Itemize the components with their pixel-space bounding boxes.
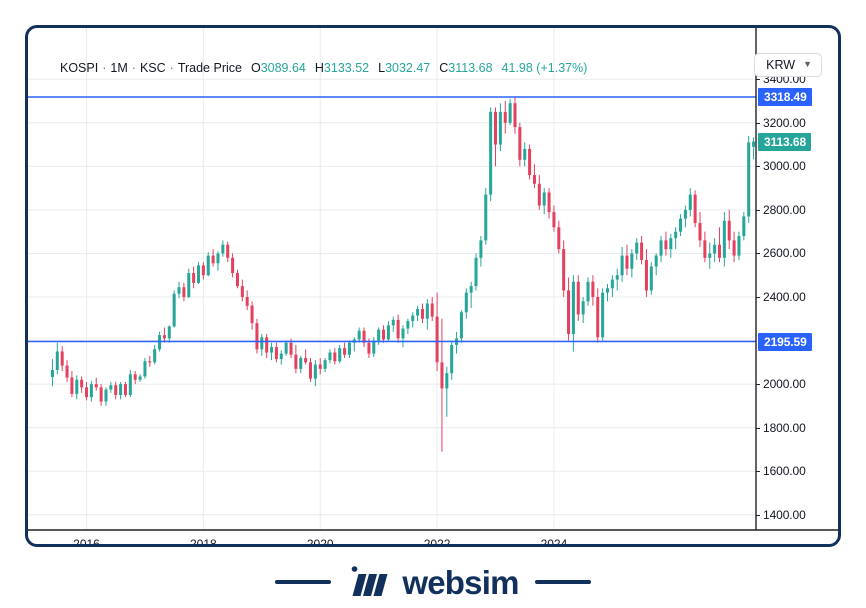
price-tick-label: 2600.00 xyxy=(763,246,806,261)
price-tick-label: 3200.00 xyxy=(763,115,806,130)
price-tick-label: 2400.00 xyxy=(763,290,806,304)
price-tick-mark xyxy=(756,253,760,255)
legend-source: Trade Price xyxy=(177,61,242,75)
currency-selector[interactable]: KRW ▼ xyxy=(754,53,822,77)
legend-exchange: KSC xyxy=(139,61,166,75)
legend-open-key: O xyxy=(250,61,261,75)
price-line-badge[interactable]: 2195.59 xyxy=(758,332,812,351)
legend-symbol[interactable]: KOSPI xyxy=(60,61,99,75)
websim-logo: websim xyxy=(347,563,519,601)
legend-change: 41.98 (+1.37%) xyxy=(501,61,588,75)
price-tick-label: 2800.00 xyxy=(763,202,806,217)
time-tick-label: 2020 xyxy=(306,537,334,547)
last-price-badge[interactable]: 3113.68 xyxy=(758,132,812,151)
legend-high-key: H xyxy=(314,61,324,75)
price-tick-mark xyxy=(756,384,760,386)
legend-sep-3: · xyxy=(169,61,174,75)
time-tick-label: 2024 xyxy=(540,537,568,547)
chevron-down-icon: ▼ xyxy=(803,58,812,69)
price-tick-label: 1800.00 xyxy=(763,420,806,435)
price-tick-mark xyxy=(756,427,760,429)
legend-close-value: 3113.68 xyxy=(448,61,493,75)
legend-open-value: 3089.64 xyxy=(260,61,306,75)
legend-close-key: C xyxy=(439,61,449,75)
price-tick-label: 2000.00 xyxy=(763,377,806,392)
legend-low-value: 3032.47 xyxy=(385,61,431,75)
price-tick-label: 3000.00 xyxy=(763,159,806,174)
price-tick-mark xyxy=(756,166,760,168)
legend-sep-1: · xyxy=(102,61,107,75)
legend-interval[interactable]: 1M xyxy=(110,61,128,75)
footer-rule-right xyxy=(534,580,591,584)
price-tick-mark xyxy=(756,471,760,473)
price-tick-mark xyxy=(756,514,760,516)
websim-slashes-icon xyxy=(352,566,388,596)
time-tick-label: 2016 xyxy=(73,537,100,547)
time-tick-label: 2018 xyxy=(190,537,217,547)
candlestick-svg[interactable] xyxy=(28,28,838,544)
price-line-badge[interactable]: 3318.49 xyxy=(758,87,812,106)
price-tick-mark xyxy=(756,209,760,211)
price-tick-label: 1400.00 xyxy=(763,507,806,522)
footer: websim xyxy=(0,556,866,608)
price-tick-mark xyxy=(756,122,760,124)
legend-high-value: 3133.52 xyxy=(323,61,370,75)
legend-sep-2: · xyxy=(131,61,136,75)
chart-legend: KOSPI · 1M · KSC · Trade Price O 3089.64 … xyxy=(60,58,587,78)
time-tick-label: 2022 xyxy=(423,537,451,547)
legend-low-key: L xyxy=(378,61,386,75)
chart-plot-area[interactable] xyxy=(28,28,838,544)
price-tick-mark xyxy=(756,297,760,298)
currency-selector-label: KRW xyxy=(766,58,796,72)
price-tick-label: 1600.00 xyxy=(763,464,806,479)
footer-rule-left xyxy=(275,580,332,584)
chart-frame: KOSPI · 1M · KSC · Trade Price O 3089.64 … xyxy=(25,25,841,547)
footer-brand-text: websim xyxy=(402,563,519,601)
price-tick-mark xyxy=(756,79,760,81)
